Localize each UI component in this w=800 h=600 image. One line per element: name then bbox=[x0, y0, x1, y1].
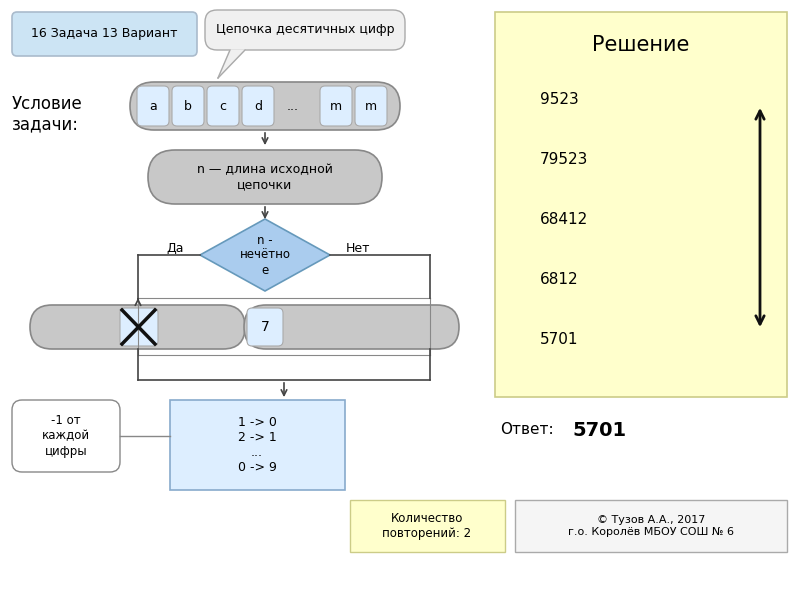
Polygon shape bbox=[218, 50, 245, 78]
FancyBboxPatch shape bbox=[12, 400, 120, 472]
FancyBboxPatch shape bbox=[205, 10, 405, 50]
Text: ...: ... bbox=[287, 100, 299, 113]
Text: Цепочка десятичных цифр: Цепочка десятичных цифр bbox=[216, 23, 394, 37]
Text: © Тузов А.А., 2017
г.о. Королёв МБОУ СОШ № 6: © Тузов А.А., 2017 г.о. Королёв МБОУ СОШ… bbox=[568, 515, 734, 537]
FancyBboxPatch shape bbox=[172, 86, 204, 126]
FancyBboxPatch shape bbox=[148, 150, 382, 204]
Text: 6812: 6812 bbox=[540, 272, 578, 287]
Text: Количество
повторений: 2: Количество повторений: 2 bbox=[382, 512, 471, 540]
FancyBboxPatch shape bbox=[242, 86, 274, 126]
Polygon shape bbox=[200, 219, 330, 291]
FancyBboxPatch shape bbox=[12, 12, 197, 56]
Text: Да: Да bbox=[166, 241, 184, 254]
FancyBboxPatch shape bbox=[247, 308, 283, 346]
Text: 5701: 5701 bbox=[572, 421, 626, 439]
Text: 9523: 9523 bbox=[540, 92, 578, 107]
Text: 5701: 5701 bbox=[540, 332, 578, 347]
Text: n — длина исходной
цепочки: n — длина исходной цепочки bbox=[197, 163, 333, 191]
Text: 1 -> 0
2 -> 1
...
0 -> 9: 1 -> 0 2 -> 1 ... 0 -> 9 bbox=[238, 416, 277, 474]
Text: m: m bbox=[365, 100, 377, 113]
Text: c: c bbox=[219, 100, 226, 113]
FancyBboxPatch shape bbox=[320, 86, 352, 126]
FancyBboxPatch shape bbox=[515, 500, 787, 552]
Text: Решение: Решение bbox=[592, 35, 690, 55]
FancyBboxPatch shape bbox=[120, 308, 158, 346]
Text: a: a bbox=[149, 100, 157, 113]
FancyBboxPatch shape bbox=[244, 305, 459, 349]
Text: d: d bbox=[254, 100, 262, 113]
FancyBboxPatch shape bbox=[130, 82, 400, 130]
Text: 7: 7 bbox=[261, 320, 270, 334]
Text: Условие
задачи:: Условие задачи: bbox=[12, 95, 82, 134]
Text: n -
нечётно
е: n - нечётно е bbox=[239, 233, 290, 277]
FancyBboxPatch shape bbox=[495, 12, 787, 397]
Text: b: b bbox=[184, 100, 192, 113]
FancyBboxPatch shape bbox=[30, 305, 245, 349]
Text: 79523: 79523 bbox=[540, 152, 588, 167]
Text: Ответ:: Ответ: bbox=[500, 422, 554, 437]
Text: 68412: 68412 bbox=[540, 212, 588, 227]
FancyBboxPatch shape bbox=[350, 500, 505, 552]
FancyBboxPatch shape bbox=[207, 86, 239, 126]
FancyBboxPatch shape bbox=[170, 400, 345, 490]
Text: m: m bbox=[330, 100, 342, 113]
Text: 16 Задача 13 Вариант: 16 Задача 13 Вариант bbox=[30, 28, 178, 40]
FancyBboxPatch shape bbox=[355, 86, 387, 126]
Text: -1 от
каждой
цифры: -1 от каждой цифры bbox=[42, 415, 90, 457]
Text: Нет: Нет bbox=[346, 241, 370, 254]
FancyBboxPatch shape bbox=[137, 86, 169, 126]
